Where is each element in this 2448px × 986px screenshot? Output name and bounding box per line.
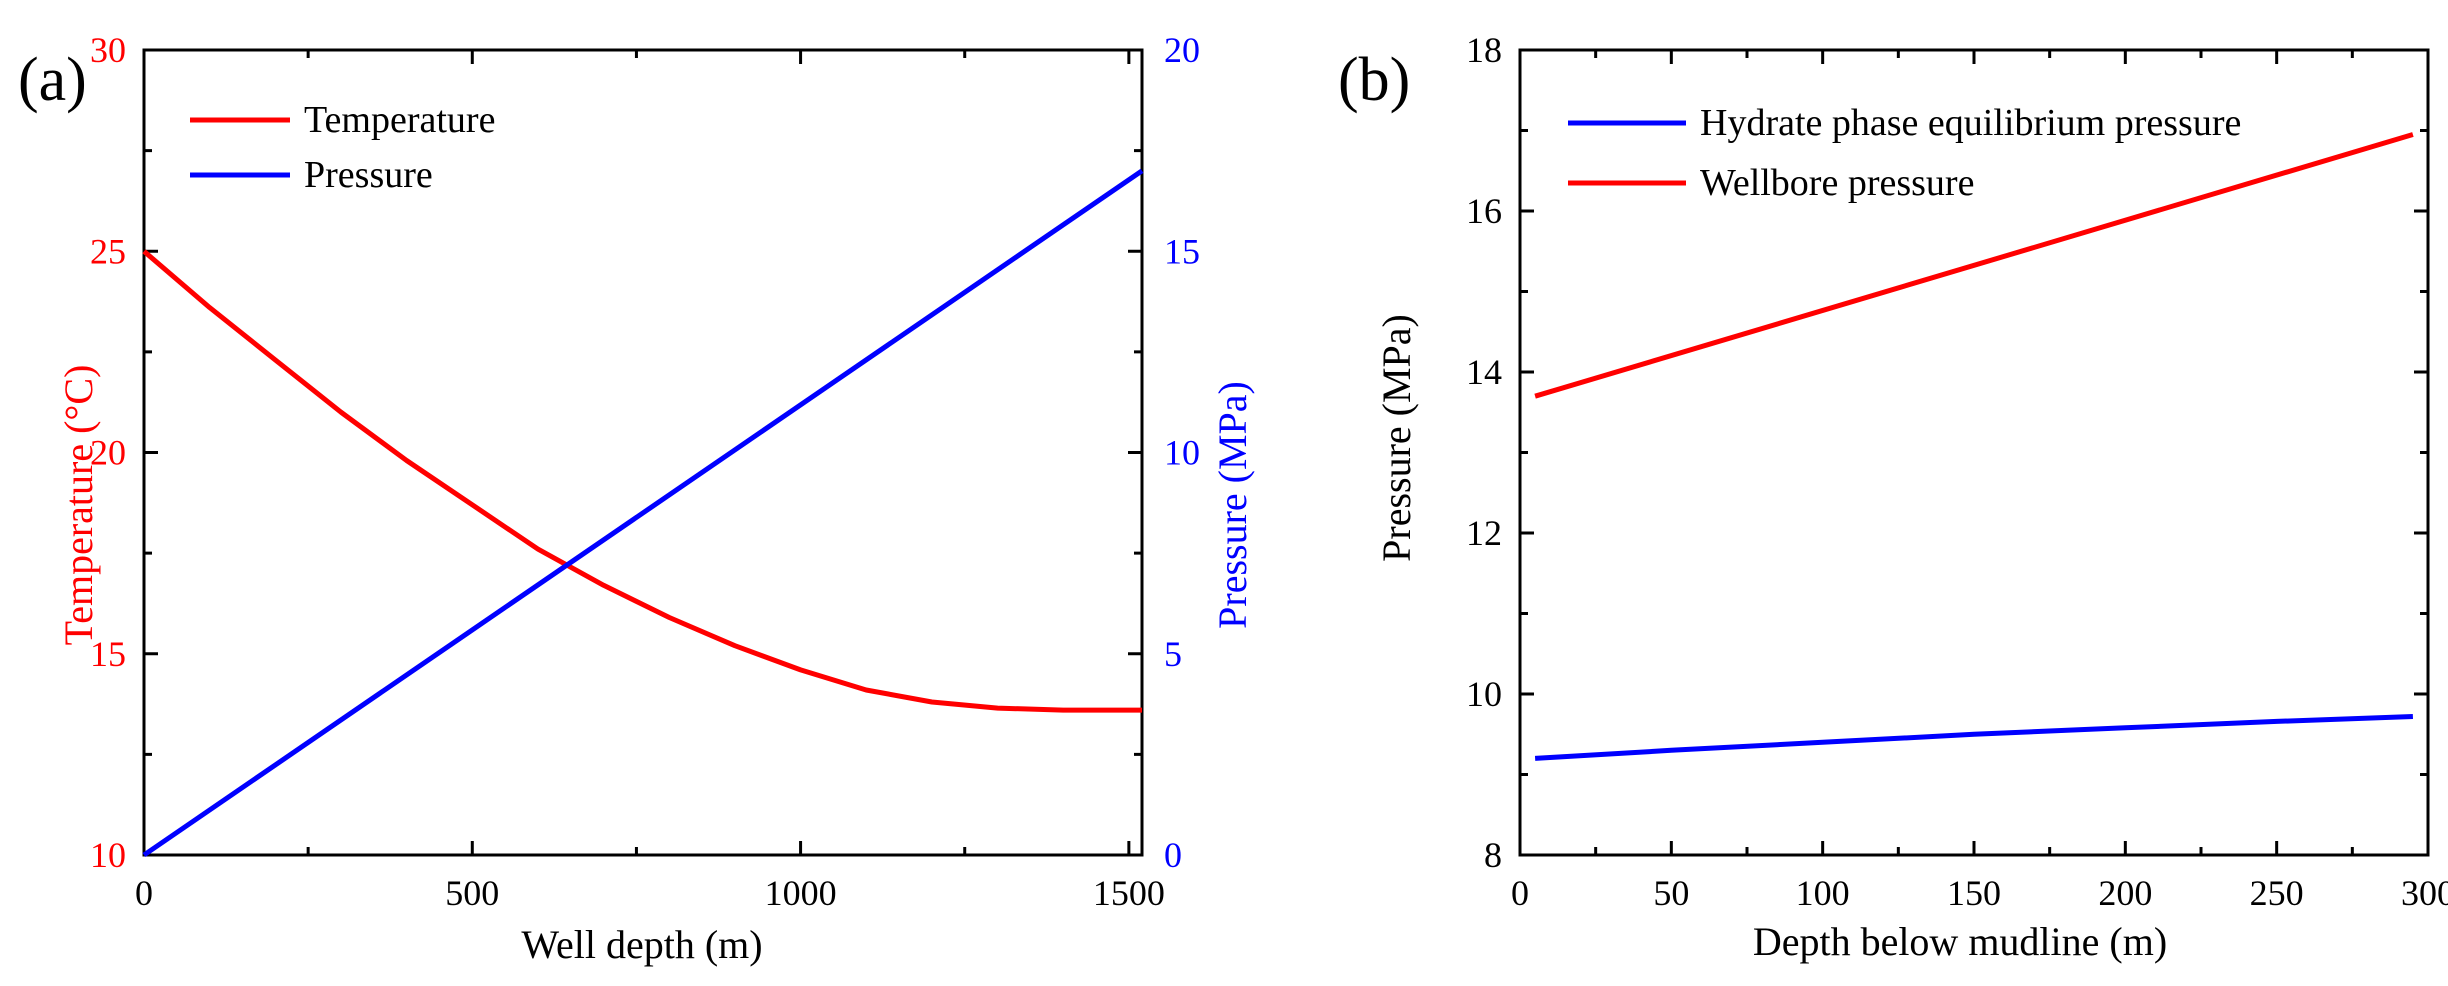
panel-a-y2-axis-title: Pressure (MPa) bbox=[1210, 381, 1255, 629]
y2-tick-label: 5 bbox=[1164, 634, 1182, 674]
panel-b-label: (b) bbox=[1338, 46, 1410, 114]
panel-a-x-axis-title: Well depth (m) bbox=[521, 922, 762, 967]
x-tick-label: 50 bbox=[1653, 873, 1689, 913]
panel-b-plot-area: 0 50 100 150 200 250 300 8 10 12 14 16 18 bbox=[1466, 30, 2448, 913]
panel-b-x-axis-title: Depth below mudline (m) bbox=[1753, 919, 2167, 964]
x-tick-label: 500 bbox=[445, 873, 499, 913]
y2-tick-label: 20 bbox=[1164, 30, 1200, 70]
panel-a-legend: Temperature Pressure bbox=[190, 99, 495, 196]
y-tick-label: 16 bbox=[1466, 191, 1502, 231]
series-line-hydrate-phase-equilibrium-pressure bbox=[1534, 714, 2413, 761]
x-tick-label: 1000 bbox=[765, 873, 837, 913]
panel-b-legend: Hydrate phase equilibrium pressure Wellbo… bbox=[1568, 102, 2241, 204]
y2-tick-label: 15 bbox=[1164, 231, 1200, 271]
x-tick-label: 250 bbox=[2250, 873, 2304, 913]
panel-b-y-axis-title: Pressure (MPa) bbox=[1374, 314, 1419, 562]
x-tick-label: 200 bbox=[2098, 873, 2152, 913]
x-tick-label: 100 bbox=[1796, 873, 1850, 913]
panel-b-pressure-chart: (b) 0 50 100 150 200 250 300 8 10 12 14 16 18 Hydrat… bbox=[1338, 30, 2448, 964]
series-line-temperature bbox=[142, 249, 1142, 713]
y2-tick-label: 0 bbox=[1164, 835, 1182, 875]
y-tick-label: 20 bbox=[90, 433, 126, 473]
y-tick-label: 10 bbox=[90, 835, 126, 875]
plot-frame bbox=[142, 48, 1144, 857]
y-tick-label: 30 bbox=[90, 30, 126, 70]
series-line-pressure bbox=[142, 168, 1144, 858]
x-tick-label: 0 bbox=[135, 873, 153, 913]
x-tick-label: 1500 bbox=[1093, 873, 1165, 913]
panel-a-plot-area: 0 500 1000 1500 10 15 20 25 30 0 5 10 15 20 bbox=[90, 30, 1200, 913]
panel-a-temperature-pressure-chart: (a) 0 500 1000 1500 10 15 20 25 30 0 5 10 15 20 Tempe… bbox=[18, 30, 1255, 967]
y-tick-label: 14 bbox=[1466, 352, 1502, 392]
y-tick-label: 8 bbox=[1484, 835, 1502, 875]
x-tick-label: 150 bbox=[1947, 873, 2001, 913]
y-tick-label: 25 bbox=[90, 231, 126, 271]
y-tick-label: 18 bbox=[1466, 30, 1502, 70]
series-line-wellbore-pressure bbox=[1534, 132, 2414, 399]
legend-label: Wellbore pressure bbox=[1700, 162, 1974, 204]
panel-a-label: (a) bbox=[18, 46, 87, 114]
legend-label: Hydrate phase equilibrium pressure bbox=[1700, 102, 2241, 144]
y-tick-label: 10 bbox=[1466, 674, 1502, 714]
panel-a-y-axis-title: Temperature (°C) bbox=[56, 365, 101, 646]
legend-label: Pressure bbox=[304, 154, 433, 196]
x-tick-label: 300 bbox=[2401, 873, 2448, 913]
x-tick-label: 0 bbox=[1511, 873, 1529, 913]
y2-tick-label: 10 bbox=[1164, 433, 1200, 473]
y-tick-label: 12 bbox=[1466, 513, 1502, 553]
legend-label: Temperature bbox=[304, 99, 495, 141]
y-tick-label: 15 bbox=[90, 634, 126, 674]
